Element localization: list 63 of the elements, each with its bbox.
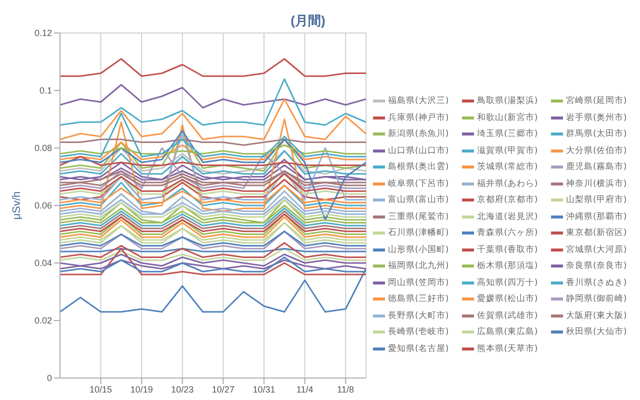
legend-label: 東京都(新宿区) — [566, 227, 627, 240]
legend-label: 愛媛県(松山市) — [477, 293, 538, 306]
legend-label: 兵庫県(神戸市) — [388, 112, 449, 124]
legend-label: 群馬県(太田市) — [566, 128, 627, 140]
x-tick-label: 11/8 — [337, 384, 354, 394]
legend-label: 鹿児島(霧島市) — [566, 161, 627, 174]
legend-label: 石川県(津幡町) — [388, 227, 449, 240]
legend-label: 京都府(京都市) — [477, 194, 538, 206]
y-axis-title: μSv/h — [10, 191, 23, 220]
legend-label: 島根県(奥出雲) — [388, 161, 449, 174]
legend-label: 高知県(四万十) — [477, 276, 538, 289]
x-tick-label: 10/31 — [252, 384, 276, 394]
legend-label: 三重県(尾鷲市) — [388, 210, 449, 223]
legend-label: 徳島県(三好市) — [388, 293, 449, 306]
legend-label: 静岡県(御前崎) — [566, 293, 627, 306]
legend-label: 長崎県(壱岐市) — [388, 326, 449, 338]
x-tick-label: 10/27 — [212, 384, 234, 394]
y-tick-label: 0 — [46, 373, 52, 384]
legend-label: 長野県(大町市) — [388, 310, 449, 322]
legend-label: 福島県(大沢三) — [388, 95, 449, 108]
legend-label: 大阪府(東大阪) — [566, 310, 627, 322]
legend-label: 和歌山(新宮市) — [477, 112, 538, 124]
y-tick-label: 0.12 — [34, 28, 52, 38]
legend-label: 宮崎県(延岡市) — [566, 95, 627, 108]
y-tick-label: 0.08 — [34, 143, 52, 154]
x-tick-label: 10/23 — [171, 384, 194, 394]
legend-label: 沖縄県(那覇市) — [566, 210, 627, 223]
y-tick-label: 0.06 — [34, 200, 52, 211]
legend-label: 千葉県(香取市) — [477, 244, 538, 256]
legend-label: 山口県(山口市) — [388, 144, 449, 157]
legend-label: 山形県(小国町) — [388, 244, 449, 256]
legend-label: 宮城県(大河原) — [566, 244, 627, 256]
legend-label: 大分県(佐伯市) — [566, 144, 627, 157]
legend-label: 岐阜県(下呂市) — [388, 178, 449, 190]
legend-label: 鳥取県(湯梨浜) — [477, 95, 538, 108]
x-tick-label: 11/4 — [296, 384, 314, 394]
y-tick-label: 0.1 — [39, 86, 52, 96]
legend-label: 茨城県(常総市) — [477, 161, 538, 174]
legend-label: 愛知県(名古屋) — [388, 342, 449, 355]
legend-label: 神奈川(横浜市) — [566, 178, 627, 190]
y-tick-label: 0.02 — [34, 316, 52, 326]
legend-label: 熊本県(天草市) — [477, 342, 538, 355]
legend-label: 福井県(あわら) — [477, 178, 538, 190]
legend-label: 北海道(岩見沢) — [477, 210, 538, 223]
chart-title: (月間) — [290, 12, 326, 30]
legend-label: 香川県(さぬき) — [566, 276, 627, 289]
legend-label: 佐賀県(武雄市) — [477, 310, 538, 322]
legend-label: 福岡県(北九州) — [388, 260, 449, 272]
legend-label: 青森県(六ヶ所) — [477, 227, 538, 240]
legend-label: 広島県(東広島) — [477, 326, 538, 338]
legend-label: 埼玉県(三郷市) — [477, 128, 538, 140]
legend-label: 富山県(富山市) — [388, 194, 449, 206]
legend-label: 秋田県(大仙市) — [566, 326, 627, 338]
x-tick-label: 10/15 — [90, 384, 112, 394]
x-tick-label: 10/19 — [130, 384, 153, 394]
legend-label: 奈良県(奈良市) — [566, 260, 627, 272]
legend-label: 新潟県(糸魚川) — [388, 128, 449, 140]
legend-label: 山梨県(甲府市) — [566, 194, 627, 206]
legend-label: 滋賀県(甲賀市) — [477, 144, 538, 157]
legend-label: 栃木県(那須塩) — [477, 260, 538, 272]
legend-label: 岩手県(奥州市) — [566, 112, 627, 124]
legend-label: 岡山県(笠岡市) — [388, 276, 449, 289]
y-tick-label: 0.04 — [34, 258, 52, 268]
